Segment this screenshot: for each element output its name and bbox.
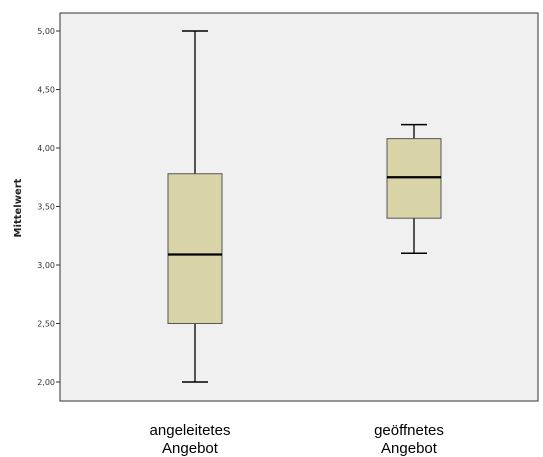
iqr-box <box>167 173 223 324</box>
y-tick-label: 2,50 <box>37 320 55 329</box>
y-tick-label: 2,00 <box>37 378 55 387</box>
boxes <box>167 30 442 383</box>
y-tick-label: 4,50 <box>37 86 55 95</box>
box-2 <box>386 123 442 255</box>
y-axis: 2,00 2,50 3,00 3,50 4,00 4,50 5,00 <box>37 27 60 387</box>
y-tick-label: 4,00 <box>37 144 55 153</box>
y-tick-label: 5,00 <box>37 27 55 36</box>
box-1 <box>167 30 223 383</box>
y-tick-label: 3,00 <box>37 261 55 270</box>
x-label-line1: geöffnetes <box>374 422 444 439</box>
iqr-box <box>386 138 442 219</box>
y-axis-label: Mittelwert <box>13 178 24 237</box>
y-tick-label: 3,50 <box>37 203 55 212</box>
plot-area <box>59 12 539 402</box>
x-label-line2: Angebot <box>381 440 438 457</box>
x-label-line2: Angebot <box>162 440 219 457</box>
x-label-line1: angeleitetes <box>150 422 231 439</box>
